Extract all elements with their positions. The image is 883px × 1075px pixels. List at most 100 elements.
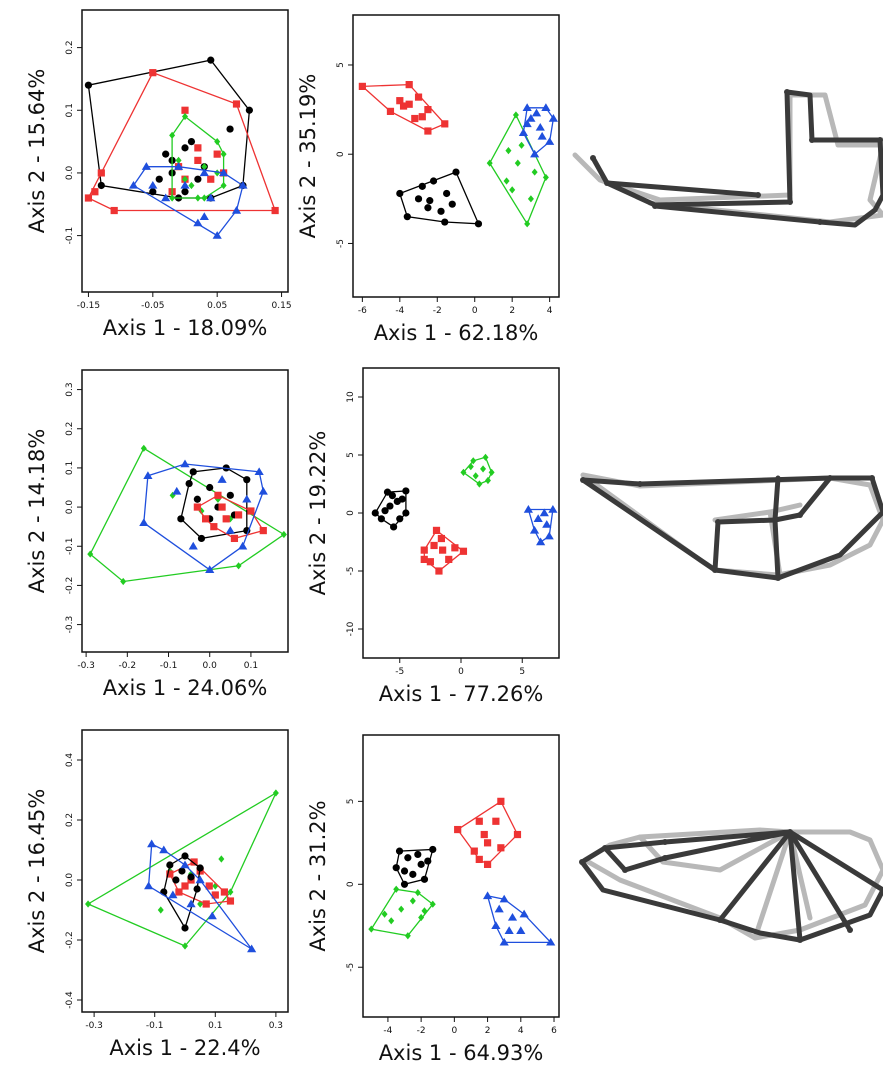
- green-diamond-point: [235, 562, 242, 570]
- red-square-point: [181, 882, 189, 890]
- green-diamond-point: [140, 444, 147, 452]
- green-diamond-point: [527, 195, 534, 203]
- red-square-point: [430, 541, 438, 550]
- black-circle-point: [162, 150, 170, 158]
- green-group-hull: [370, 888, 434, 937]
- green-diamond-point: [421, 907, 428, 915]
- red-square-point: [210, 523, 218, 531]
- green-diamond-point: [175, 156, 182, 164]
- black-circle-point: [429, 177, 438, 185]
- y-tick-label: 0.2: [65, 813, 75, 827]
- blue-triangle-point: [144, 881, 154, 890]
- green-diamond-point: [398, 905, 405, 913]
- red-square-point: [194, 144, 202, 152]
- black-circle-point: [193, 495, 201, 503]
- red-square-point: [399, 102, 408, 110]
- green-diamond-point: [542, 173, 549, 182]
- blue-triangle-point: [139, 518, 149, 526]
- y-tick-label: -0.2: [65, 931, 75, 949]
- x-tick-label: 0.05: [207, 301, 227, 311]
- x-tick-label: -4: [395, 306, 404, 316]
- blue-triangle-point: [546, 937, 556, 946]
- blue-triangle-point: [205, 565, 215, 573]
- black-circle-point: [390, 523, 398, 531]
- red-square-point: [190, 858, 198, 866]
- x-tick-label: -2: [433, 306, 442, 316]
- blue-triangle-point: [180, 459, 190, 468]
- green-diamond-point: [467, 463, 474, 471]
- red-square-point: [175, 888, 183, 896]
- black-circle-point: [155, 175, 163, 183]
- black-circle-point: [181, 144, 189, 152]
- black-circle-point: [187, 873, 195, 881]
- black-circle-point: [197, 534, 206, 543]
- blue-triangle-point: [518, 128, 529, 136]
- y-axis-label: Axis 2 - 31.2%: [306, 800, 330, 951]
- red-square-point: [497, 844, 505, 852]
- red-square-point: [424, 105, 432, 114]
- y-tick-label: -0.4: [65, 991, 75, 1009]
- y-tick-label: -0.2: [65, 577, 75, 595]
- black-circle-point: [194, 175, 202, 183]
- red-square-point: [396, 97, 404, 105]
- black-circle-point: [381, 507, 389, 515]
- black-circle-point: [160, 888, 168, 896]
- y-tick-label: -5: [336, 239, 346, 248]
- x-tick-label: 6: [551, 1026, 557, 1036]
- black-circle-point: [226, 491, 234, 499]
- black-circle-point: [243, 476, 251, 484]
- blue-triangle-point: [516, 926, 526, 934]
- blue-group-hull: [143, 463, 264, 571]
- blue-triangle-point: [533, 514, 543, 522]
- green-diamond-point: [381, 910, 388, 918]
- black-circle-point: [414, 850, 422, 859]
- black-circle-point: [377, 515, 385, 523]
- green-diamond-point: [182, 112, 188, 121]
- blue-triangle-point: [536, 537, 546, 546]
- black-circle-point: [181, 188, 189, 196]
- x-tick-label: 4: [547, 306, 553, 316]
- y-axis-label: Axis 2 - 15.64%: [25, 69, 49, 234]
- green-diamond-point: [388, 917, 395, 925]
- black-circle-point: [398, 495, 406, 503]
- blue-triangle-point: [217, 475, 227, 483]
- x-tick-label: 2: [509, 306, 515, 316]
- green-diamond-point: [169, 131, 176, 139]
- blue-triangle-point: [523, 505, 533, 513]
- scatter-panel-row2-left: -0.3 -0.2 -0.1 0.0 0.1 -0.3 -0.2 -0.1 0.0 0.1 0.2 0…: [25, 369, 289, 700]
- green-diamond-point: [476, 480, 483, 488]
- y-tick-label: 0: [336, 151, 346, 157]
- red-square-point: [91, 188, 99, 196]
- red-square-point: [358, 82, 366, 90]
- y-tick-label: 0.3: [65, 382, 75, 396]
- green-diamond-point: [182, 942, 188, 950]
- green-diamond-point: [484, 476, 491, 485]
- green-diamond-point: [120, 577, 127, 586]
- red-square-point: [97, 169, 105, 177]
- black-circle-point: [185, 479, 193, 488]
- blue-triangle-point: [504, 926, 514, 934]
- red-square-point: [259, 526, 267, 535]
- green-diamond-point: [503, 177, 510, 185]
- red-square-point: [220, 888, 228, 896]
- red-group-hull: [360, 83, 446, 132]
- red-square-point: [420, 546, 428, 554]
- black-circle-point: [386, 502, 394, 510]
- red-square-point: [483, 860, 492, 868]
- black-circle-point: [388, 492, 396, 500]
- x-tick-label: 2: [485, 1026, 491, 1036]
- blue-triangle-point: [544, 531, 554, 540]
- blue-triangle-point: [206, 193, 216, 202]
- green-diamond-point: [220, 150, 227, 158]
- plot-frame: [362, 734, 560, 1018]
- red-square-point: [426, 558, 434, 566]
- black-circle-point: [424, 204, 432, 212]
- black-circle-point: [245, 106, 253, 114]
- blue-triangle-point: [526, 114, 536, 122]
- red-square-point: [207, 175, 215, 183]
- wireframe-landmarks: [590, 89, 883, 225]
- green-diamond-point: [368, 925, 375, 933]
- wireframe-light-outline: [580, 472, 883, 578]
- wireframe-landmarks: [579, 829, 853, 943]
- green-diamond-point: [514, 159, 521, 167]
